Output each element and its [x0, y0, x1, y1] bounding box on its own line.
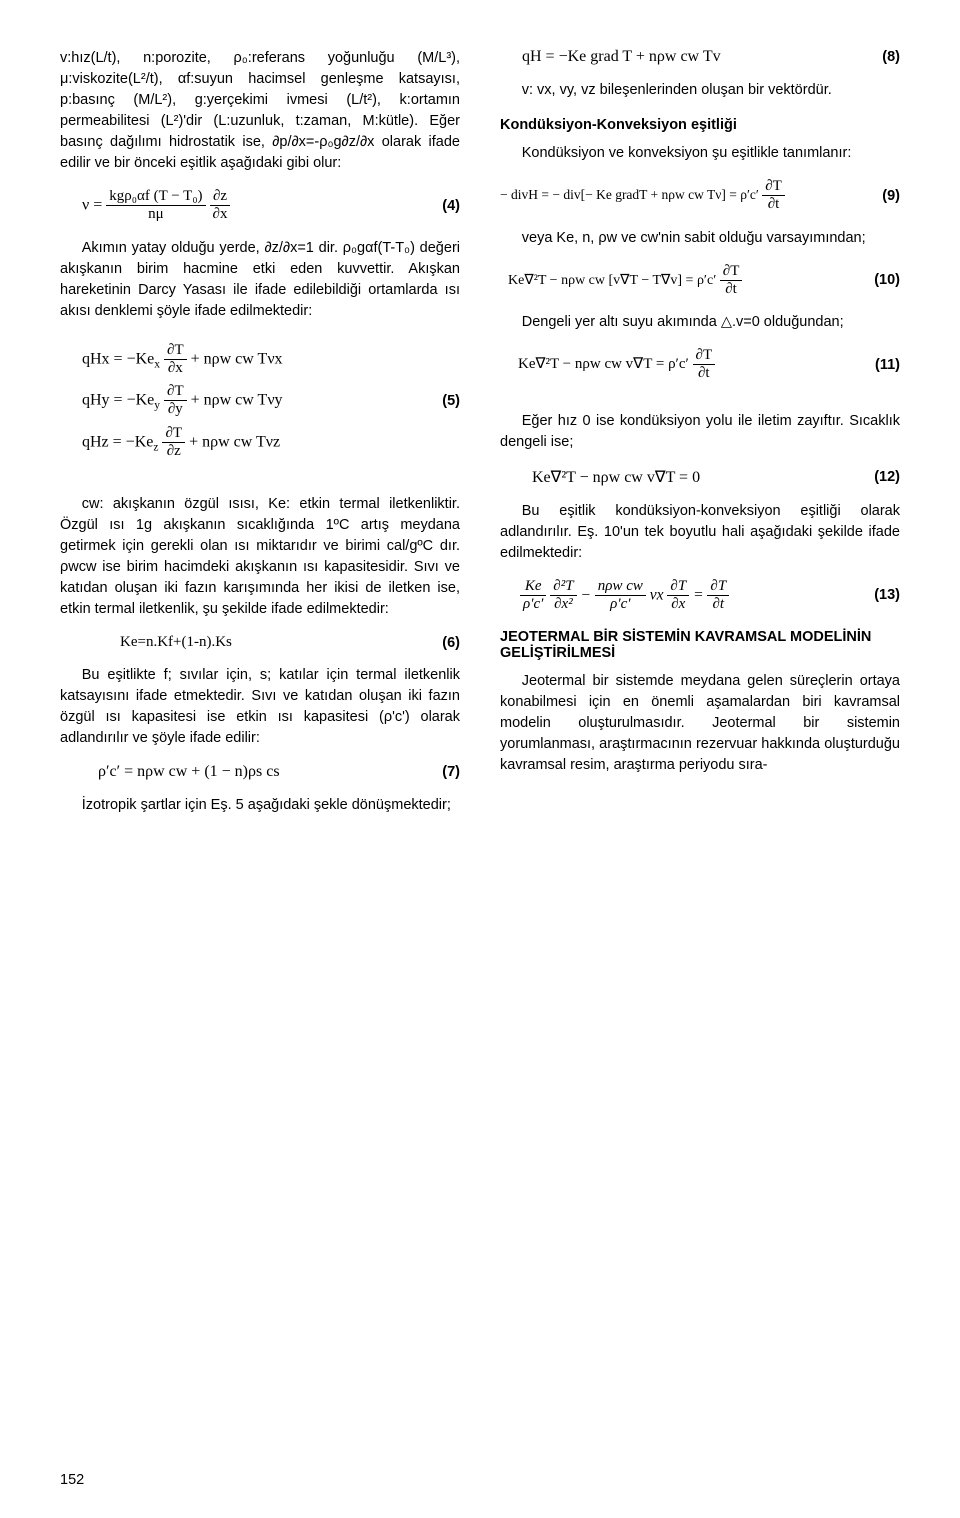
page-number: 152	[60, 1472, 84, 1488]
para-5: İzotropik şartlar için Eş. 5 aşağıdaki ş…	[60, 795, 460, 816]
equation-5: qHx = −Kex ∂T∂x + nρw cw Tνx qHy = −Key …	[60, 336, 460, 467]
equation-9: − divH = − div[− Ke gradT + nρw cw Tν] =…	[500, 178, 900, 214]
left-column: v:hız(L/t), n:porozite, ρ₀:referans yoğu…	[60, 48, 460, 816]
equation-4: ν = kgρ₀αf (T − T₀)nμ ∂z∂x (4)	[60, 188, 460, 224]
right-column: qH = −Ke grad T + nρw cw Tv (8) v: vx, v…	[500, 48, 900, 816]
equation-12: Ke∇²T − nρw cw v∇T = 0 (12)	[500, 467, 900, 487]
para-r4: Dengeli yer altı suyu akımında △.v=0 old…	[500, 312, 900, 333]
equation-11: Ke∇²T − nρw cw v∇T = ρ′c′ ∂T∂t (11)	[500, 347, 900, 383]
equation-7: ρ′c′ = nρw cw + (1 − n)ρs cs (7)	[60, 763, 460, 781]
equation-8: qH = −Ke grad T + nρw cw Tv (8)	[500, 48, 900, 66]
equation-6: Ke=n.Kf+(1-n).Ks (6)	[60, 634, 460, 651]
equation-10: Ke∇²T − nρw cw [v∇T − T∇v] = ρ′c′ ∂T∂t (…	[500, 263, 900, 299]
equation-13: Keρ′c′ ∂²T∂x² − nρw cwρ′c′ νx ∂T∂x = ∂T∂…	[500, 578, 900, 614]
para-3: cw: akışkanın özgül ısısı, Ke: etkin ter…	[60, 494, 460, 620]
heading-kond-konv: Kondüksiyon-Konveksiyon eşitliği	[500, 117, 900, 133]
para-r5: Eğer hız 0 ise kondüksiyon yolu ile ilet…	[500, 411, 900, 453]
para-2: Akımın yatay olduğu yerde, ∂z/∂x=1 dir. …	[60, 238, 460, 322]
para-r6: Bu eşitlik kondüksiyon-konveksiyon eşitl…	[500, 501, 900, 564]
para-r7: Jeotermal bir sistemde meydana gelen sür…	[500, 671, 900, 776]
heading-jeotermal: JEOTERMAL BİR SİSTEMİN KAVRAMSAL MODELİN…	[500, 629, 900, 661]
para-r3: veya Ke, n, ρw ve cw'nin sabit olduğu va…	[500, 228, 900, 249]
para-1: v:hız(L/t), n:porozite, ρ₀:referans yoğu…	[60, 48, 460, 174]
para-4: Bu eşitlikte f; sıvılar için, s; katılar…	[60, 665, 460, 749]
para-r1: v: vx, vy, vz bileşenlerinden oluşan bir…	[500, 80, 900, 101]
para-r2: Kondüksiyon ve konveksiyon şu eşitlikle …	[500, 143, 900, 164]
